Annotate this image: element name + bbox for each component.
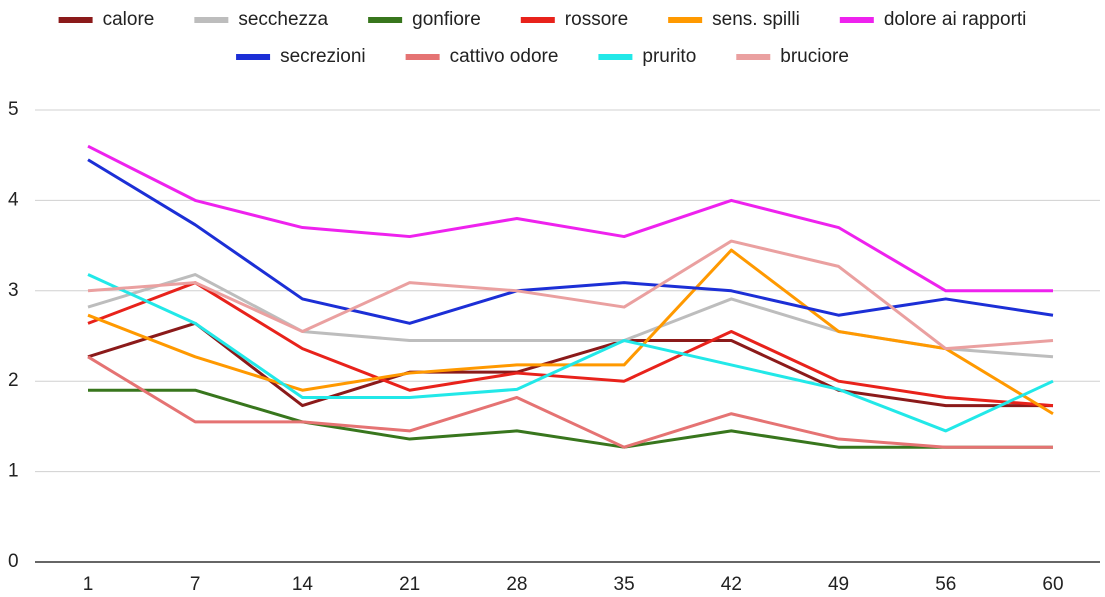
y-tick-label: 4: [8, 189, 19, 210]
y-tick-label: 5: [8, 99, 19, 120]
series-line: [87, 321, 1053, 408]
legend-swatch: [58, 17, 93, 23]
y-tick-label: 0: [8, 551, 19, 572]
legend-label: secrezioni: [280, 46, 366, 67]
legend-row: calore secchezza gonfiore rossore sens. spil…: [58, 9, 1027, 30]
x-tick-label: 49: [828, 574, 849, 595]
x-tick-label: 7: [190, 574, 201, 595]
x-tick-label: 42: [721, 574, 742, 595]
legend-label: gonfiore: [412, 9, 481, 30]
y-tick-label: 1: [8, 461, 19, 482]
legend-swatch: [236, 54, 271, 60]
legend-swatch: [194, 17, 229, 23]
legend-label: bruciore: [780, 46, 849, 67]
y-tick-label: 2: [8, 370, 19, 391]
legend-row: secrezioni cattivo odore prurito bruciore: [236, 46, 849, 67]
legend-swatch: [839, 17, 874, 23]
series-line: [87, 281, 1054, 408]
legend-label: dolore ai rapporti: [884, 9, 1027, 30]
legend-swatch: [736, 54, 771, 60]
x-tick-label: 21: [399, 574, 420, 595]
legend-swatch: [668, 17, 703, 23]
x-tick-label: 14: [292, 574, 314, 595]
legend-swatch: [405, 54, 440, 60]
legend-label: sens. spilli: [712, 9, 800, 30]
legend-label: cattivo odore: [450, 46, 559, 67]
series-line: [88, 388, 1053, 449]
series-line: [87, 144, 1053, 293]
legend-label: rossore: [565, 9, 628, 30]
legend-swatch: [520, 17, 555, 23]
series-line: [87, 355, 1053, 449]
y-tick-label: 3: [8, 280, 19, 301]
series-line: [87, 248, 1054, 416]
x-tick-label: 1: [83, 574, 94, 595]
x-tick-label: 56: [935, 574, 956, 595]
legend-swatch: [368, 17, 403, 23]
x-tick-label: 60: [1042, 574, 1063, 595]
legend-label: calore: [103, 9, 155, 30]
legend-label: prurito: [642, 46, 696, 67]
series-line: [87, 273, 1054, 433]
x-tick-label: 28: [506, 574, 527, 595]
series-line: [87, 239, 1054, 351]
x-tick-label: 35: [614, 574, 635, 595]
legend-swatch: [598, 54, 633, 60]
legend-label: secchezza: [238, 9, 328, 30]
